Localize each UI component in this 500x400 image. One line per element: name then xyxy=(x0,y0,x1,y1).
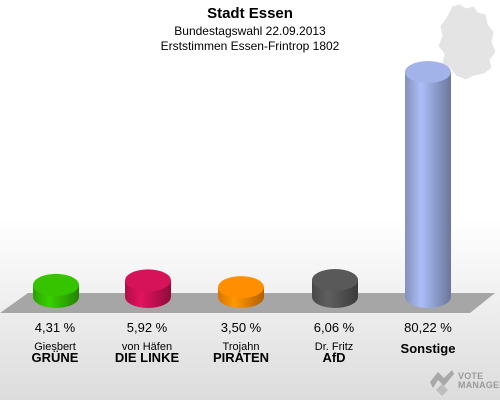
bar-top xyxy=(125,269,171,292)
vote-manager-logo xyxy=(430,370,454,396)
party-label: PIRATEN xyxy=(212,350,270,365)
value-label: 80,22 % xyxy=(404,320,452,335)
value-label: 5,92 % xyxy=(126,320,168,335)
value-label: 6,06 % xyxy=(313,320,355,335)
candidate-label: Giesbert xyxy=(34,341,76,353)
party-label: AfD xyxy=(322,350,346,365)
value-label: 4,31 % xyxy=(34,320,76,335)
chart-subtitle-date: Bundestagswahl 22.09.2013 xyxy=(174,24,326,38)
candidate-label: Dr. Fritz xyxy=(314,341,354,353)
value-label: 3,50 % xyxy=(220,320,262,335)
candidate-label: von Häfen xyxy=(121,341,173,353)
bar-top xyxy=(405,61,451,83)
bar-top xyxy=(312,269,358,292)
bar-top xyxy=(218,276,264,299)
bar xyxy=(405,72,451,308)
chart-title: Stadt Essen xyxy=(207,5,293,22)
candidate-label: Trojahn xyxy=(222,341,260,353)
watermark-line1: VOTE xyxy=(458,371,484,381)
bar-top xyxy=(33,273,79,296)
party-label: Sonstige xyxy=(400,341,456,356)
party-label: GRÜNE xyxy=(31,350,79,365)
germany-map-icon xyxy=(437,3,497,81)
party-label: DIE LINKE xyxy=(114,350,180,365)
watermark-line2: MANAGER xyxy=(458,380,500,390)
chart-subtitle-district: Erststimmen Essen-Frintrop 1802 xyxy=(160,39,340,53)
watermark-text: VOTE MANAGER xyxy=(458,372,500,390)
